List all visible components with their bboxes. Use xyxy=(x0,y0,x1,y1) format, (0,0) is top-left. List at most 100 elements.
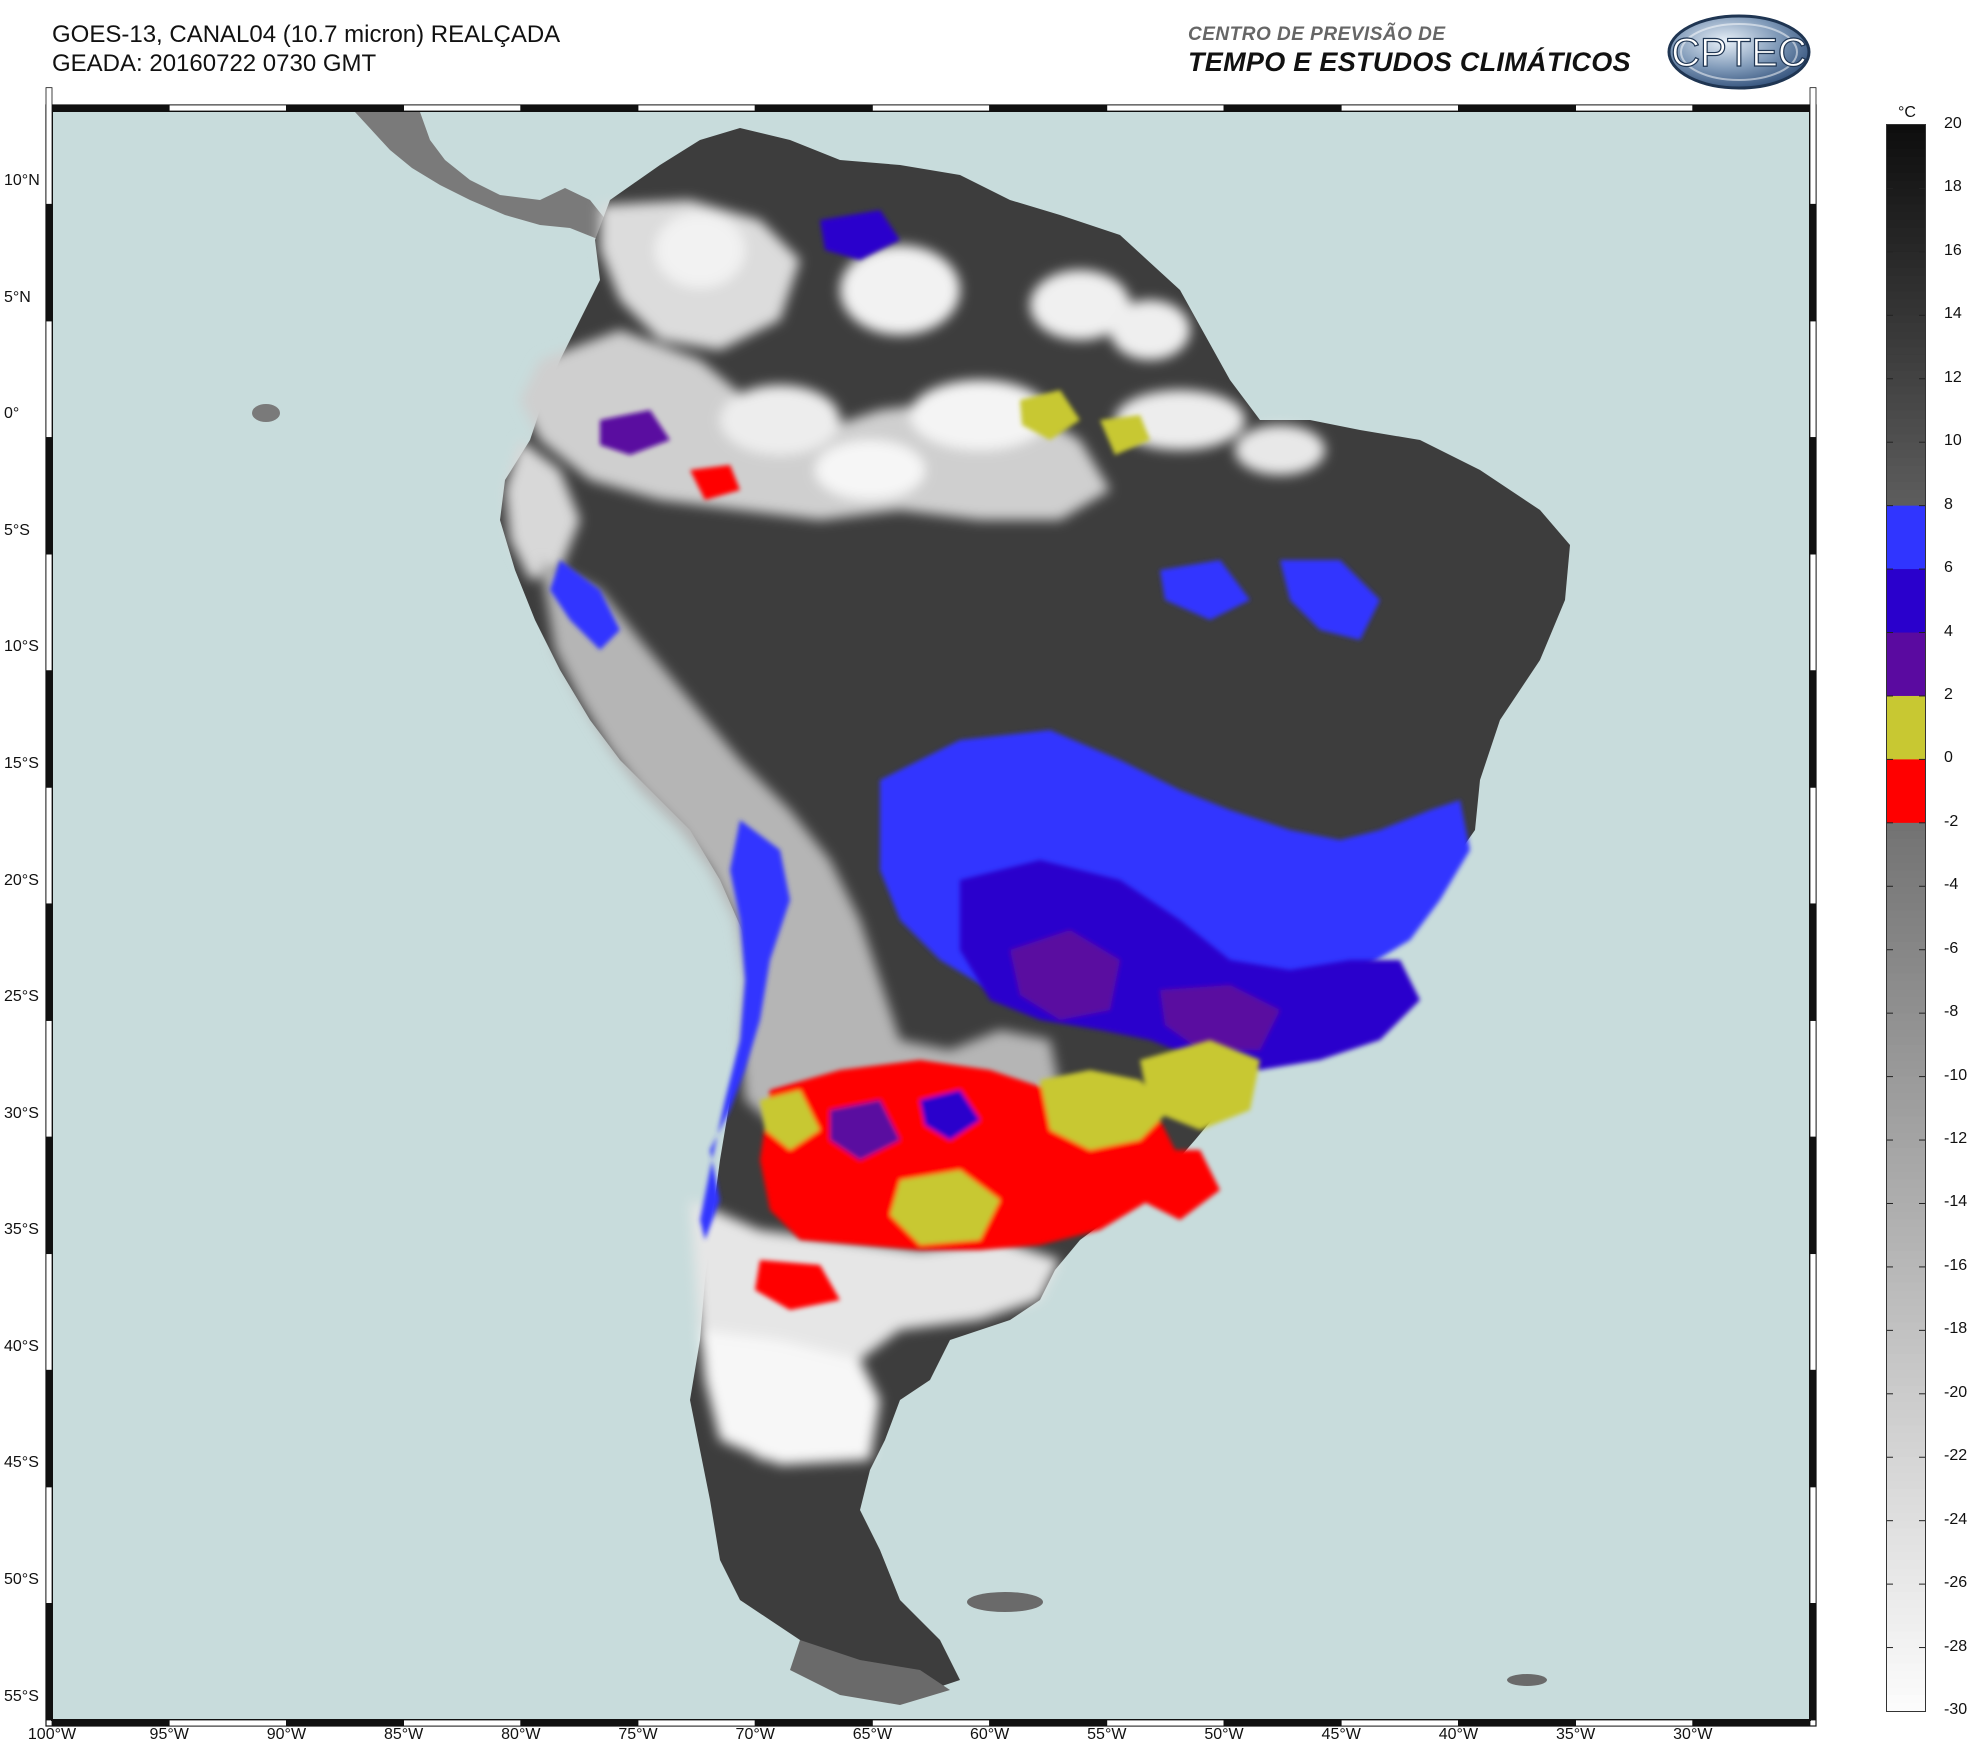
colorbar-segment xyxy=(1887,1036,1925,1046)
colorbar-segment xyxy=(1887,1203,1925,1212)
colorbar-segment xyxy=(1887,1481,1925,1490)
colorbar-segment xyxy=(1887,1052,1925,1062)
colorbar-segment xyxy=(1887,220,1925,229)
frame-tick xyxy=(1809,1253,1817,1371)
frame-tick xyxy=(1692,1719,1811,1727)
lat-label: 45°S xyxy=(4,1454,39,1472)
colorbar-segment xyxy=(1887,965,1925,975)
colorbar-segment xyxy=(1887,394,1925,404)
organization-title: TEMPO E ESTUDOS CLIMÁTICOS xyxy=(1188,47,1631,77)
colorbar-segment xyxy=(1887,386,1925,396)
lon-label: 35°W xyxy=(1555,1726,1596,1743)
colorbar-tick-label: 14 xyxy=(1944,305,1962,323)
colorbar-tick-label: 4 xyxy=(1944,622,1953,640)
colorbar-segment xyxy=(1887,1258,1925,1268)
colorbar-segment xyxy=(1887,1592,1925,1601)
colorbar-segment xyxy=(1887,315,1925,324)
colorbar-segment xyxy=(1887,1147,1925,1157)
colorbar-segment xyxy=(1887,473,1925,483)
colorbar-segment xyxy=(1887,1298,1925,1308)
colorbar-segment xyxy=(1887,1235,1925,1244)
colorbar-segment xyxy=(1887,1068,1925,1078)
lat-label: 5°N xyxy=(4,288,31,306)
colorbar-segment xyxy=(1887,1211,1925,1220)
frame-tick xyxy=(754,104,873,112)
frame-tick xyxy=(45,553,53,672)
frame-tick xyxy=(45,670,53,788)
colorbar-segment xyxy=(1887,1488,1925,1498)
colorbar-segment xyxy=(1887,759,1925,824)
frame-tick xyxy=(1809,903,1817,1021)
colorbar-segment xyxy=(1887,1362,1925,1371)
frame-tick xyxy=(637,104,756,112)
colorbar-segment xyxy=(1887,1274,1925,1284)
frame-tick xyxy=(45,903,53,1021)
frame-tick xyxy=(1809,1486,1817,1604)
colorbar-segment xyxy=(1887,949,1925,959)
colorbar-segment xyxy=(1887,918,1925,927)
colorbar-segment xyxy=(1887,1631,1925,1641)
lon-label: 30°W xyxy=(1673,1726,1713,1743)
colorbar-segment xyxy=(1887,402,1925,411)
lon-label: 40°W xyxy=(1438,1726,1479,1743)
colorbar-segment xyxy=(1887,1512,1925,1522)
colorbar-tick-label: 2 xyxy=(1944,685,1953,703)
colorbar-segment xyxy=(1887,894,1925,903)
colorbar-segment xyxy=(1887,878,1925,887)
colorbar-segment xyxy=(1887,1314,1925,1323)
colorbar-segment xyxy=(1887,1409,1925,1419)
lon-label: 95°W xyxy=(149,1726,189,1743)
colorbar-segment xyxy=(1887,1425,1925,1434)
colorbar-tick-label: -22 xyxy=(1944,1447,1968,1465)
colorbar-unit: °C xyxy=(1898,104,1916,121)
colorbar-segment xyxy=(1887,1647,1925,1656)
lon-label: 60°W xyxy=(969,1726,1010,1743)
colorbar-segment xyxy=(1887,1417,1925,1427)
lat-label: 55°S xyxy=(4,1687,39,1705)
colorbar-tick-label: -30 xyxy=(1944,1701,1968,1718)
colorbar-segment xyxy=(1887,695,1925,760)
colorbar-tick-label: -6 xyxy=(1944,939,1959,957)
colorbar-segment xyxy=(1887,505,1925,570)
colorbar-segment xyxy=(1887,1195,1925,1204)
colorbar-segment xyxy=(1887,354,1925,364)
colorbar-segment xyxy=(1887,196,1925,205)
frame-tick xyxy=(1809,1136,1817,1255)
colorbar-tick-label: -10 xyxy=(1944,1066,1968,1084)
frame-tick xyxy=(45,1603,53,1721)
colorbar-tick-label: -20 xyxy=(1944,1383,1968,1401)
frame-tick xyxy=(1692,104,1811,112)
lon-label: 75°W xyxy=(618,1726,658,1743)
lat-label: 25°S xyxy=(4,988,39,1006)
colorbar-segment xyxy=(1887,378,1925,388)
title-line-1: GOES-13, CANAL04 (10.7 micron) REALÇADA xyxy=(52,21,561,48)
colorbar-tick-label: -24 xyxy=(1944,1510,1968,1528)
colorbar-segment xyxy=(1887,172,1925,182)
colorbar-segment xyxy=(1887,140,1925,150)
colorbar-segment xyxy=(1887,307,1925,316)
organization-subtitle: CENTRO DE PREVISÃO DE xyxy=(1188,24,1446,45)
colorbar-segment xyxy=(1887,997,1925,1006)
colorbar-segment xyxy=(1887,1108,1925,1117)
colorbar-segment xyxy=(1887,910,1925,919)
frame-tick xyxy=(1575,104,1694,112)
colorbar-segment xyxy=(1887,1576,1925,1585)
frame-tick xyxy=(1809,87,1817,205)
colorbar-segment xyxy=(1887,1013,1925,1022)
colorbar-tick-label: -2 xyxy=(1944,812,1959,830)
central-america xyxy=(355,112,610,240)
colorbar-segment xyxy=(1887,1338,1925,1347)
colorbar-segment xyxy=(1887,164,1925,174)
colorbar-segment xyxy=(1887,1044,1925,1054)
cptec-logo: CPTEC xyxy=(1667,14,1811,90)
frame-tick xyxy=(403,104,522,112)
colorbar-tick-label: 0 xyxy=(1944,749,1953,767)
frame-tick xyxy=(45,87,53,205)
colorbar-segment xyxy=(1887,1449,1925,1458)
colorbar-tick-label: 18 xyxy=(1944,178,1962,196)
colorbar-segment xyxy=(1887,1623,1925,1633)
frame-tick xyxy=(45,1136,53,1255)
colorbar-segment xyxy=(1887,1393,1925,1403)
colorbar-segment xyxy=(1887,347,1925,356)
